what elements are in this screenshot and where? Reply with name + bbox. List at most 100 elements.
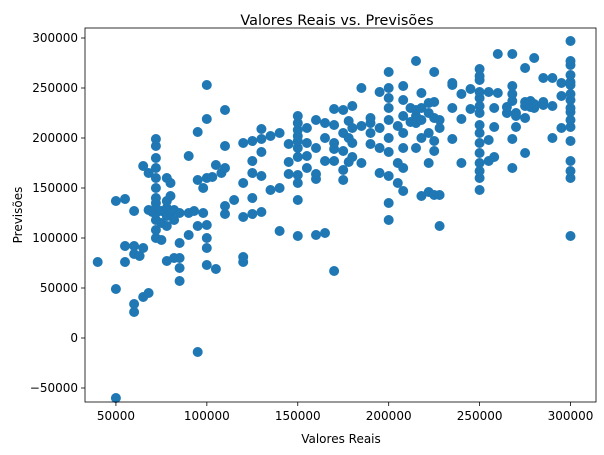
plot-area — [84, 27, 597, 403]
y-tick-label: 0 — [70, 331, 78, 345]
data-point — [474, 185, 485, 195]
data-point — [150, 134, 161, 144]
data-point — [174, 208, 185, 218]
data-point — [110, 393, 121, 403]
data-point — [474, 148, 485, 158]
data-point — [256, 147, 267, 157]
data-point — [347, 123, 358, 133]
data-point — [374, 143, 385, 153]
data-point — [120, 194, 130, 204]
data-point — [150, 153, 161, 163]
data-point — [456, 158, 467, 168]
data-point — [283, 139, 294, 149]
data-point — [392, 178, 403, 188]
data-point — [283, 169, 294, 179]
data-point — [174, 263, 185, 273]
data-point — [129, 206, 140, 216]
data-point — [474, 87, 485, 97]
data-point — [565, 103, 576, 113]
data-point — [434, 123, 445, 133]
y-axis-ticks: −50000 0 50000 100000 150000 200000 250000 3000… — [30, 31, 85, 395]
data-point — [374, 87, 385, 97]
data-point — [220, 105, 230, 115]
data-point — [201, 220, 212, 230]
data-point — [150, 225, 161, 235]
data-point — [189, 206, 200, 216]
data-point — [411, 56, 421, 66]
data-point — [274, 128, 285, 138]
data-point — [489, 103, 500, 113]
data-point — [565, 136, 576, 146]
data-point — [192, 221, 203, 231]
data-point — [201, 243, 212, 253]
data-point — [383, 67, 394, 77]
data-point — [507, 163, 518, 173]
data-point — [110, 196, 121, 206]
data-point — [220, 163, 230, 173]
data-point — [301, 138, 312, 148]
data-point — [456, 114, 467, 124]
data-point — [256, 171, 267, 181]
data-point — [474, 138, 485, 148]
data-point — [347, 138, 358, 148]
data-point — [429, 97, 440, 107]
data-point — [565, 156, 576, 166]
data-point — [383, 171, 394, 181]
data-point — [383, 147, 394, 157]
data-point — [201, 114, 212, 124]
data-point — [183, 230, 194, 240]
data-point — [556, 91, 567, 101]
data-point — [301, 123, 312, 133]
data-point — [161, 221, 172, 231]
x-tick-label: 250000 — [457, 409, 503, 423]
data-point — [507, 96, 518, 106]
data-point — [434, 115, 445, 125]
data-point — [356, 121, 367, 131]
x-tick-label: 150000 — [275, 409, 321, 423]
data-point — [238, 178, 249, 188]
data-point — [374, 168, 385, 178]
data-point — [247, 156, 258, 166]
data-point — [292, 125, 303, 135]
data-point — [356, 158, 367, 168]
data-point — [92, 257, 103, 267]
data-point — [329, 104, 340, 114]
data-point — [398, 111, 409, 121]
data-point — [265, 131, 276, 141]
data-point — [474, 101, 485, 111]
data-point — [465, 104, 476, 114]
data-point — [320, 228, 330, 238]
data-point — [329, 156, 340, 166]
data-point — [292, 143, 303, 153]
data-point — [447, 134, 458, 144]
data-point — [565, 89, 576, 99]
data-point — [423, 158, 434, 168]
data-point — [256, 134, 267, 144]
data-point — [292, 152, 303, 162]
data-point — [565, 166, 576, 176]
data-point — [338, 175, 349, 185]
data-point — [383, 103, 394, 113]
data-point — [383, 198, 394, 208]
data-point — [210, 160, 221, 170]
data-point — [447, 78, 458, 88]
data-point — [365, 139, 376, 149]
data-point — [434, 190, 445, 200]
data-point — [489, 152, 500, 162]
data-point — [383, 215, 394, 225]
data-point — [347, 101, 358, 111]
data-point — [150, 193, 161, 203]
data-point — [565, 173, 576, 183]
y-tick-label: 150000 — [32, 181, 78, 195]
data-point — [320, 133, 330, 143]
data-point — [220, 209, 230, 219]
data-point — [398, 95, 409, 105]
data-point — [483, 87, 494, 97]
x-tick-label: 100000 — [184, 409, 230, 423]
data-point — [329, 266, 340, 276]
data-point — [529, 53, 540, 63]
data-point — [156, 235, 167, 245]
data-point — [201, 80, 212, 90]
